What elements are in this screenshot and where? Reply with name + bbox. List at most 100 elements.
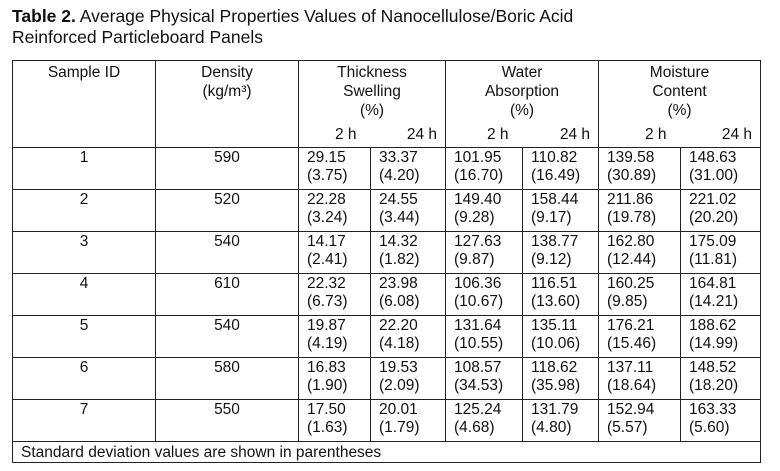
value-line: 148.52 [689,359,737,376]
value-line: (20.20) [689,209,739,226]
value-cell: 33.37 (4.20) [370,147,446,190]
group-header: Thickness Swelling (%) [298,60,446,125]
value-cell: 101.95 (16.70) [445,147,523,190]
header-line: Content [652,83,707,100]
value-line: (4.20) [379,167,420,184]
sample-id-cell: 2 [12,189,156,232]
value-cell: 22.32 (6.73) [298,273,371,316]
value-line: (3.75) [307,167,348,184]
value-line: 24.55 [379,191,418,208]
value-line: 16.83 [307,359,346,376]
data-row: 6 580 16.83 (1.90) 19.53 (2.09) 108.57 (34.53) 1… [12,357,762,400]
sample-id-cell: 7 [12,399,156,442]
subheader-cell: 2 h [298,125,371,148]
value-line: (34.53) [454,377,504,394]
density-cell: 520 [155,189,299,232]
value-cell: 163.33 (5.60) [680,399,762,442]
value-line: (11.81) [689,251,737,268]
value-line: 125.24 [454,401,502,418]
header-line: (kg/m³) [202,83,252,100]
table-title: Table 2. Average Physical Properties Val… [12,6,652,48]
value-line: (14.99) [689,335,739,352]
value-line: 139.58 [607,149,655,166]
value-line: 110.82 [531,149,578,166]
value-line: 106.36 [454,275,502,292]
value-line: (10.06) [531,335,581,352]
subheader-cell: 24 h [522,125,600,148]
value-line: 101.95 [454,149,502,166]
value-line: (9.87) [454,251,495,268]
density-cell: 580 [155,357,299,400]
sample-id-cell: 1 [12,147,156,190]
value-line: (5.57) [607,419,648,436]
value-cell: 118.62 (35.98) [521,357,600,400]
footnote: Standard deviation values are shown in p… [11,441,762,463]
value-cell: 152.94 (5.57) [598,399,682,442]
header-cell: Sample ID [12,60,156,148]
data-row: 3 540 14.17 (2.41) 14.32 (1.82) 127.63 (9.87) 13… [12,231,762,274]
value-line: (1.90) [307,377,348,394]
sample-id-cell: 5 [12,315,156,358]
value-line: (9.85) [607,293,648,310]
value-line: 33.37 [379,149,418,166]
value-line: (30.89) [607,167,657,184]
value-line: (3.24) [307,209,348,226]
subheader-cell: 24 h [370,125,446,148]
value-line: 131.64 [454,317,502,334]
value-line: (4.80) [531,419,572,436]
subheader-cell: 2 h [598,125,681,148]
value-line: (18.64) [607,377,657,394]
value-line: (31.00) [689,167,739,184]
value-cell: 22.28 (3.24) [298,189,371,232]
value-line: (15.46) [607,335,657,352]
table-header: Sample ID Density (kg/m³) Thickness Swelling… [12,60,762,148]
value-cell: 20.01 (1.79) [370,399,446,442]
value-line: 162.80 [607,233,655,250]
header-line: (%) [509,102,535,119]
value-line: (2.41) [307,251,348,268]
value-cell: 116.51 (13.60) [521,273,600,316]
value-line: (14.21) [689,293,739,310]
value-cell: 188.62 (14.99) [680,315,762,358]
value-line: (12.44) [607,251,657,268]
header-line: (%) [667,102,692,119]
value-line: 19.53 [379,359,418,376]
value-line: 221.02 [689,191,737,208]
value-line: (19.78) [607,209,657,226]
value-line: 158.44 [531,191,579,208]
value-cell: 16.83 (1.90) [298,357,371,400]
value-cell: 164.81 (14.21) [680,273,762,316]
value-line: (2.09) [379,377,420,394]
value-line: 108.57 [454,359,502,376]
value-cell: 148.63 (31.00) [680,147,762,190]
value-line: 22.28 [307,191,346,208]
title-text: Average Physical Properties Values of Na… [12,6,574,47]
value-line: 116.51 [531,275,578,292]
header-line: Swelling [343,83,401,100]
value-cell: 127.63 (9.87) [445,231,523,274]
value-line: 188.62 [689,317,737,334]
data-row: 2 520 22.28 (3.24) 24.55 (3.44) 149.40 (9.28) 15… [12,189,762,232]
value-cell: 149.40 (9.28) [445,189,523,232]
header-line: (%) [359,102,385,119]
value-cell: 110.82 (16.49) [521,147,600,190]
value-cell: 211.86 (19.78) [598,189,682,232]
value-line: 118.62 [531,359,578,376]
value-cell: 138.77 (9.12) [521,231,600,274]
value-cell: 19.87 (4.19) [298,315,371,358]
density-cell: 550 [155,399,299,442]
header-line: Density [201,64,253,81]
subheader-cell: 24 h [680,125,762,148]
header-line: Absorption [484,83,560,100]
value-cell: 125.24 (4.68) [445,399,523,442]
table-label: Table 2. [12,6,76,26]
value-line: 22.32 [307,275,346,292]
value-line: 160.25 [607,275,655,292]
group-header: Water Absorption (%) [444,60,600,125]
value-line: (16.49) [531,167,581,184]
value-line: (1.63) [307,419,348,436]
footnote-row: Standard deviation values are shown in p… [11,441,762,463]
value-line: (1.82) [379,251,420,268]
value-cell: 160.25 (9.85) [598,273,682,316]
value-cell: 162.80 (12.44) [598,231,682,274]
